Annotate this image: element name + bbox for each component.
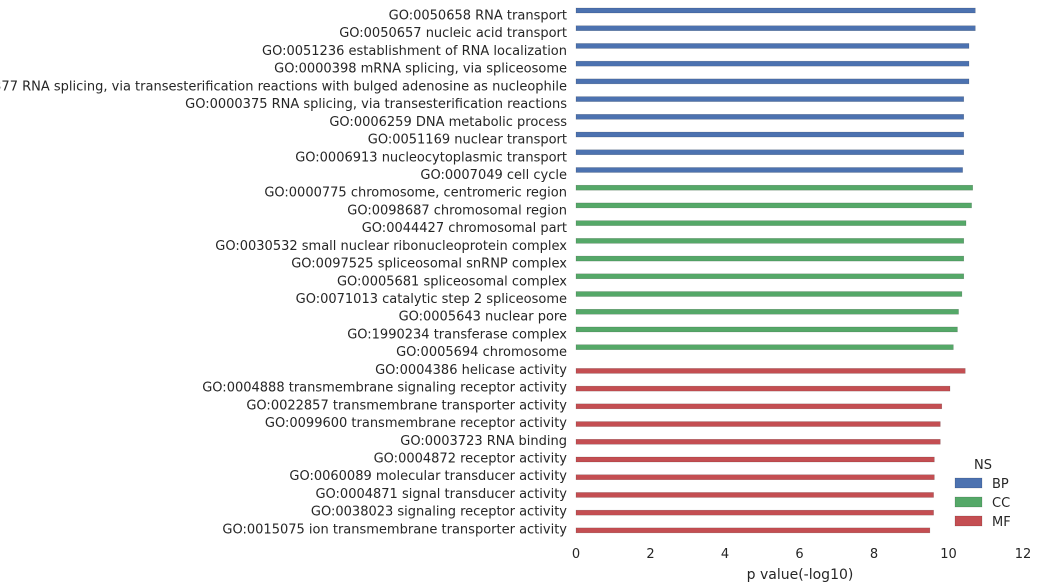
category-label: GO:0022857 transmembrane transporter act… bbox=[246, 398, 567, 413]
x-tick-labels: 0 2 4 6 8 10 12 bbox=[572, 547, 1031, 562]
bar-cc-11 bbox=[575, 202, 972, 209]
bar-bp-4 bbox=[575, 78, 970, 85]
category-label: GO:0000398 mRNA splicing, via spliceosom… bbox=[274, 62, 567, 77]
bar-bp-2 bbox=[575, 43, 970, 49]
bar-mf-21 bbox=[575, 385, 951, 392]
bar-cc-18 bbox=[575, 326, 958, 333]
category-label: GO:0004386 helicase activity bbox=[375, 363, 567, 378]
category-label: GO:0007049 cell cycle bbox=[420, 168, 567, 183]
bar-cc-15 bbox=[575, 273, 965, 280]
legend-swatch-mf bbox=[954, 515, 983, 527]
bar-cc-13 bbox=[575, 238, 965, 244]
category-label: GO:0000775 chromosome, centromeric regio… bbox=[264, 186, 567, 201]
category-labels: GO:0050658 RNA transport GO:0050657 nucle… bbox=[0, 9, 567, 538]
category-label: GO:0004871 signal transducer activity bbox=[315, 487, 567, 502]
x-tick-label: 8 bbox=[870, 547, 878, 562]
legend-label-mf: MF bbox=[992, 515, 1011, 530]
x-tick-label: 6 bbox=[795, 547, 803, 562]
bar-bp-3 bbox=[575, 60, 970, 67]
category-label: GO:0004888 transmembrane signaling recep… bbox=[202, 381, 567, 396]
category-label: GO:0006913 nucleocytoplasmic transport bbox=[295, 150, 567, 165]
bar-cc-12 bbox=[575, 220, 967, 226]
legend-swatch-bp bbox=[954, 477, 983, 489]
bar-bp-9 bbox=[575, 167, 963, 173]
bar-bp-5 bbox=[575, 96, 965, 102]
category-label: GO:0038023 signaling receptor activity bbox=[311, 505, 567, 520]
category-label: GO:0000377 RNA splicing, via transesteri… bbox=[0, 79, 567, 94]
category-label: GO:0098687 chromosomal region bbox=[347, 203, 567, 218]
category-label: GO:0044427 chromosomal part bbox=[362, 221, 567, 236]
category-label: GO:0005694 chromosome bbox=[396, 345, 567, 360]
bars-group bbox=[575, 7, 976, 534]
category-label: GO:0051169 nuclear transport bbox=[368, 133, 567, 148]
bar-bp-8 bbox=[575, 149, 965, 156]
legend: NS BP CC MF bbox=[954, 458, 1011, 530]
category-label: GO:0030532 small nuclear ribonucleoprote… bbox=[215, 239, 567, 254]
bar-cc-14 bbox=[575, 255, 965, 262]
x-tick-label: 2 bbox=[646, 547, 654, 562]
category-label: GO:0050657 nucleic acid transport bbox=[339, 26, 567, 41]
x-tick-label: 4 bbox=[721, 547, 729, 562]
legend-label-cc: CC bbox=[992, 496, 1010, 511]
bar-mf-26 bbox=[575, 474, 935, 480]
bar-mf-28 bbox=[575, 509, 934, 516]
category-label: GO:0005681 spliceosomal complex bbox=[337, 274, 567, 289]
x-tick-label: 0 bbox=[572, 547, 580, 562]
category-label: GO:0071013 catalytic step 2 spliceosome bbox=[296, 292, 567, 307]
bar-bp-6 bbox=[575, 114, 965, 120]
category-label: GO:0005643 nuclear pore bbox=[399, 310, 567, 325]
category-label: GO:0015075 ion transmembrane transporter… bbox=[222, 522, 567, 537]
bar-cc-16 bbox=[575, 291, 963, 297]
bar-cc-17 bbox=[575, 308, 959, 315]
category-label: GO:0003723 RNA binding bbox=[400, 434, 567, 449]
x-tick-label: 10 bbox=[940, 547, 957, 562]
bar-mf-20 bbox=[575, 368, 966, 374]
category-label: GO:0004872 receptor activity bbox=[374, 452, 568, 467]
legend-title: NS bbox=[974, 458, 992, 473]
bar-mf-24 bbox=[575, 439, 941, 445]
bar-mf-23 bbox=[575, 421, 941, 427]
category-label: GO:0097525 spliceosomal snRNP complex bbox=[291, 257, 567, 272]
bar-cc-19 bbox=[575, 344, 954, 350]
legend-label-bp: BP bbox=[992, 477, 1009, 492]
legend-swatch-cc bbox=[954, 496, 983, 508]
category-label: GO:0006259 DNA metabolic process bbox=[329, 115, 567, 130]
bar-bp-7 bbox=[575, 131, 965, 138]
bar-bp-1 bbox=[575, 25, 976, 31]
category-label: GO:0060089 molecular transducer activity bbox=[289, 469, 567, 484]
bar-mf-22 bbox=[575, 403, 943, 410]
x-tick-label: 12 bbox=[1015, 547, 1032, 562]
category-label: GO:0051236 establishment of RNA localiza… bbox=[262, 44, 567, 59]
bar-mf-25 bbox=[575, 456, 935, 463]
bar-mf-27 bbox=[575, 492, 934, 498]
category-label: GO:0000375 RNA splicing, via transesteri… bbox=[185, 97, 567, 112]
bar-mf-29 bbox=[575, 527, 931, 534]
category-label: GO:1990234 transferase complex bbox=[347, 327, 567, 342]
category-label: GO:0099600 transmembrane receptor activi… bbox=[265, 416, 567, 431]
bar-cc-10 bbox=[575, 184, 973, 191]
category-label: GO:0050658 RNA transport bbox=[389, 9, 567, 24]
x-axis-label: p value(-log10) bbox=[747, 567, 854, 583]
bar-bp-0 bbox=[575, 7, 976, 14]
